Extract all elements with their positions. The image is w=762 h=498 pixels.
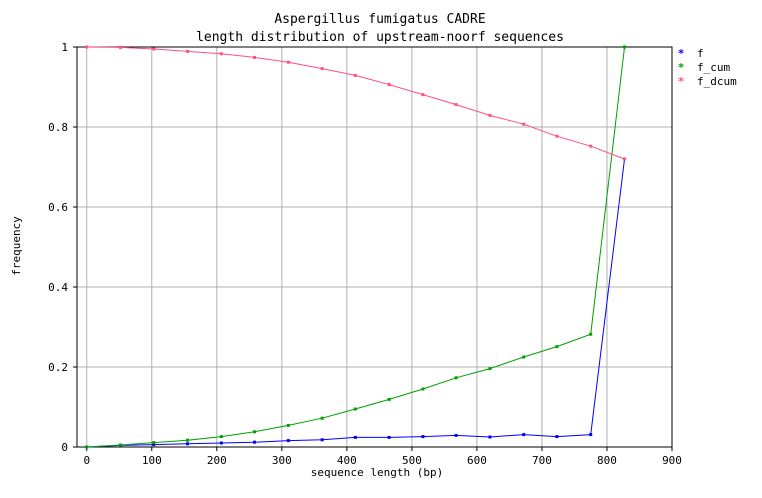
data-point: [555, 134, 559, 138]
data-point: [488, 113, 492, 117]
data-point: [623, 45, 627, 49]
series-f: [85, 157, 627, 449]
data-point: [421, 93, 425, 97]
data-point: [253, 55, 257, 59]
y-tick-label: 0.6: [48, 201, 68, 214]
data-point: [219, 52, 223, 56]
legend-marker: *: [678, 75, 685, 88]
legend-label: f_dcum: [697, 75, 737, 88]
data-point: [119, 45, 123, 49]
y-tick-label: 0.2: [48, 361, 68, 374]
x-tick-label: 900: [662, 454, 682, 467]
data-point: [387, 435, 391, 439]
legend-label: f_cum: [697, 61, 730, 74]
x-tick-label: 500: [402, 454, 422, 467]
data-point: [589, 332, 593, 336]
data-point: [421, 387, 425, 391]
x-tick-label: 600: [467, 454, 487, 467]
data-point: [219, 435, 223, 439]
data-point: [186, 438, 190, 442]
legend-marker: *: [678, 47, 685, 60]
data-point: [454, 376, 458, 380]
axes: 0 100 200 300 400 500 600 700 800 900 0 0.2 0.4 0.6 0.…: [48, 41, 682, 467]
data-point: [353, 407, 357, 411]
data-point: [421, 435, 425, 439]
chart-title: Aspergillus fumigatus CADRE: [274, 12, 485, 27]
data-point: [454, 103, 458, 107]
series-layer: [85, 45, 627, 449]
data-point: [488, 367, 492, 371]
data-point: [320, 438, 324, 442]
y-tick-label: 1: [61, 41, 68, 54]
data-point: [454, 433, 458, 437]
plot-frame: [76, 46, 673, 448]
x-tick-label: 800: [597, 454, 617, 467]
series-line-f-dcum: [86, 46, 625, 160]
data-point: [85, 45, 89, 49]
grid: [77, 47, 672, 447]
data-point: [85, 445, 89, 449]
data-point: [555, 435, 559, 439]
data-point: [488, 435, 492, 439]
y-tick-label: 0.4: [48, 281, 68, 294]
data-point: [387, 397, 391, 401]
series-f-dcum: [85, 45, 627, 161]
data-point: [387, 83, 391, 87]
data-point: [286, 439, 290, 443]
data-point: [522, 122, 526, 126]
data-point: [152, 443, 156, 447]
data-point: [555, 345, 559, 349]
data-point: [253, 430, 257, 434]
data-point: [320, 67, 324, 71]
data-point: [219, 441, 223, 445]
data-point: [589, 433, 593, 437]
y-tick-label: 0.8: [48, 121, 68, 134]
data-point: [186, 442, 190, 446]
x-tick-label: 0: [83, 454, 90, 467]
legend-label: f: [697, 47, 704, 60]
data-point: [286, 423, 290, 427]
x-tick-label: 400: [337, 454, 357, 467]
data-point: [253, 440, 257, 444]
x-axis-label: sequence length (bp): [311, 466, 443, 479]
data-point: [186, 49, 190, 53]
data-point: [589, 144, 593, 148]
series-line-f: [86, 158, 626, 448]
data-point: [353, 435, 357, 439]
x-tick-label: 300: [272, 454, 292, 467]
data-point: [152, 47, 156, 51]
legend-marker: *: [678, 61, 685, 74]
data-point: [286, 60, 290, 64]
legend: * f * f_cum * f_dcum: [678, 47, 737, 88]
data-point: [152, 441, 156, 445]
y-tick-label: 0: [61, 441, 68, 454]
x-tick-label: 200: [207, 454, 227, 467]
x-tick-label: 100: [142, 454, 162, 467]
data-point: [522, 433, 526, 437]
x-tick-label: 700: [532, 454, 552, 467]
data-point: [522, 355, 526, 359]
data-point: [320, 416, 324, 420]
y-axis-label: frequency: [10, 216, 23, 276]
data-point: [623, 157, 627, 161]
chart-subtitle: length distribution of upstream-noorf se…: [196, 30, 564, 45]
data-point: [119, 443, 123, 447]
series-line-f-cum: [86, 46, 626, 448]
data-point: [353, 73, 357, 77]
series-f-cum: [85, 45, 627, 449]
